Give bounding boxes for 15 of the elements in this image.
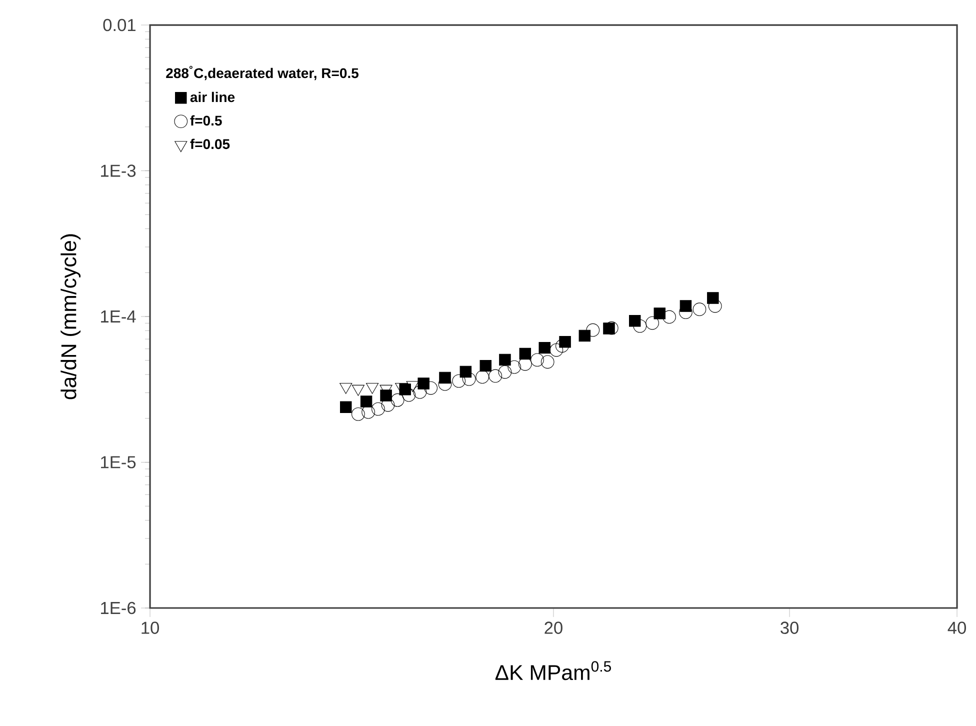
legend-label: f=0.5	[190, 115, 222, 126]
legend-label: f=0.05	[190, 138, 230, 150]
x-tick-label: 30	[780, 622, 799, 634]
y-tick-label: 1E-6	[101, 602, 136, 614]
y-axis-title: da/dN (mm/cycle)	[60, 234, 81, 400]
legend-label: air line	[190, 92, 235, 102]
x-tick-label: 40	[948, 622, 966, 634]
x-axis-title: ΔK MPam$^{0.5}$	[495, 661, 611, 680]
y-tick-label: 1E-3	[101, 164, 136, 177]
y-tick-label: 1E-5	[101, 456, 136, 468]
y-tick-label: 1E-4	[101, 310, 136, 322]
x-tick-label: 10	[142, 622, 159, 634]
x-tick-label: 20	[544, 622, 562, 634]
legend-title: 288$^{°}$C,deaerated water, R=0.5	[166, 66, 358, 80]
y-tick-label: 0.01	[103, 18, 136, 32]
